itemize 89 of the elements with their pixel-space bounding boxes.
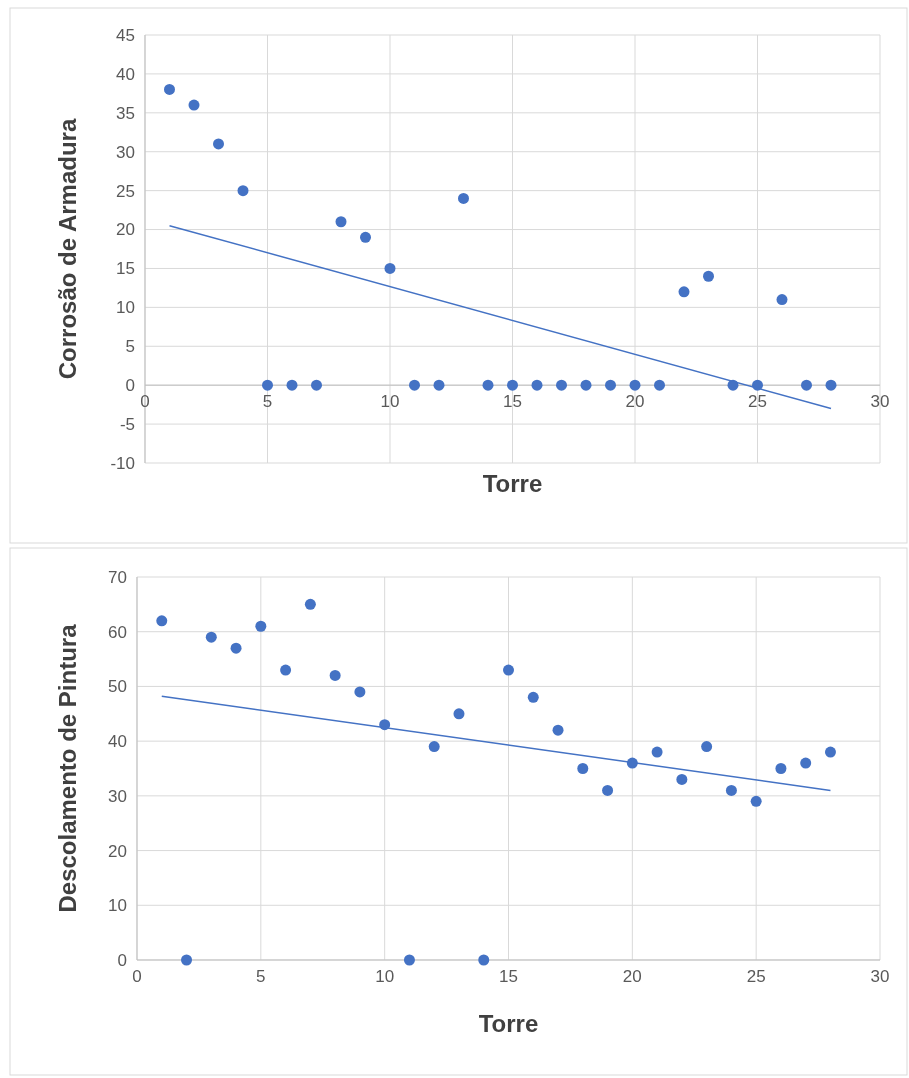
y-tick-label: 50 <box>108 677 127 697</box>
point <box>384 262 396 274</box>
point <box>213 138 224 150</box>
y-tick-label: 40 <box>108 732 127 752</box>
y-axis-title: Descolamento de Pintura <box>54 623 81 913</box>
point <box>482 379 494 391</box>
point <box>531 379 543 391</box>
point <box>775 763 787 774</box>
point <box>311 379 322 391</box>
point <box>654 379 665 391</box>
point <box>825 379 837 391</box>
y-tick-label: -10 <box>110 453 135 473</box>
point <box>701 741 713 753</box>
point <box>205 631 217 643</box>
x-tick-label: 10 <box>380 392 400 412</box>
point <box>403 954 415 966</box>
point <box>335 216 347 228</box>
point <box>552 724 564 736</box>
point <box>776 294 788 306</box>
x-tick-label: 5 <box>262 392 273 412</box>
point <box>188 99 200 111</box>
point <box>354 686 366 698</box>
y-tick-label: 20 <box>116 220 135 240</box>
y-tick-label: 35 <box>116 103 135 123</box>
point <box>360 231 371 243</box>
y-tick-label: 10 <box>108 896 127 916</box>
point <box>255 620 267 632</box>
point <box>703 270 714 282</box>
point <box>181 954 193 966</box>
x-tick-label: 25 <box>748 392 767 412</box>
point <box>556 379 567 391</box>
y-tick-label: -5 <box>119 415 135 435</box>
point <box>262 379 273 391</box>
y-tick-label: 10 <box>116 298 135 318</box>
point <box>750 795 762 807</box>
y-tick-label: 0 <box>125 376 135 396</box>
point <box>409 379 420 391</box>
point <box>428 741 440 753</box>
y-tick-label: 20 <box>108 841 127 861</box>
point <box>478 954 490 966</box>
point <box>304 598 316 610</box>
point <box>580 379 592 391</box>
x-tick-label: 5 <box>256 967 266 986</box>
point <box>725 784 737 796</box>
x-tick-label: 25 <box>746 967 766 986</box>
point <box>156 615 168 627</box>
y-tick-label: 15 <box>116 259 135 279</box>
x-tick-label: 15 <box>499 967 518 986</box>
point <box>629 379 641 391</box>
point <box>651 746 663 758</box>
point <box>605 379 616 391</box>
point <box>824 746 836 758</box>
point <box>602 784 614 796</box>
point <box>676 773 688 785</box>
y-tick-label: 70 <box>108 567 127 587</box>
point <box>230 642 242 654</box>
y-tick-label: 25 <box>116 181 135 201</box>
point <box>503 664 514 676</box>
y-tick-label: 30 <box>108 786 127 806</box>
x-tick-label: 0 <box>140 392 150 412</box>
x-tick-label: 15 <box>503 392 522 412</box>
point <box>329 669 341 681</box>
y-tick-label: 30 <box>116 142 135 162</box>
y-tick-label: 0 <box>117 950 127 970</box>
point <box>164 83 175 95</box>
x-tick-label: 20 <box>625 392 645 412</box>
point <box>507 379 518 391</box>
point <box>286 379 298 391</box>
y-axis-title: Corrosão de Armadura <box>54 118 81 380</box>
point <box>801 379 812 391</box>
x-axis-title: Torre <box>478 1010 539 1037</box>
point <box>280 664 292 676</box>
point <box>800 757 812 769</box>
point <box>678 286 690 298</box>
point <box>577 763 589 774</box>
point <box>527 691 539 703</box>
y-tick-label: 40 <box>116 64 135 84</box>
x-tick-label: 10 <box>375 967 395 986</box>
y-tick-label: 45 <box>116 25 135 45</box>
point <box>237 185 249 197</box>
point <box>433 379 445 391</box>
y-tick-label: 5 <box>125 337 135 357</box>
y-tick-label: 60 <box>108 622 127 642</box>
x-axis-title: Torre <box>482 470 543 497</box>
point <box>458 192 469 204</box>
x-tick-label: 30 <box>870 967 890 986</box>
x-tick-label: 20 <box>622 967 642 986</box>
point <box>453 708 465 720</box>
x-tick-label: 30 <box>870 392 890 412</box>
